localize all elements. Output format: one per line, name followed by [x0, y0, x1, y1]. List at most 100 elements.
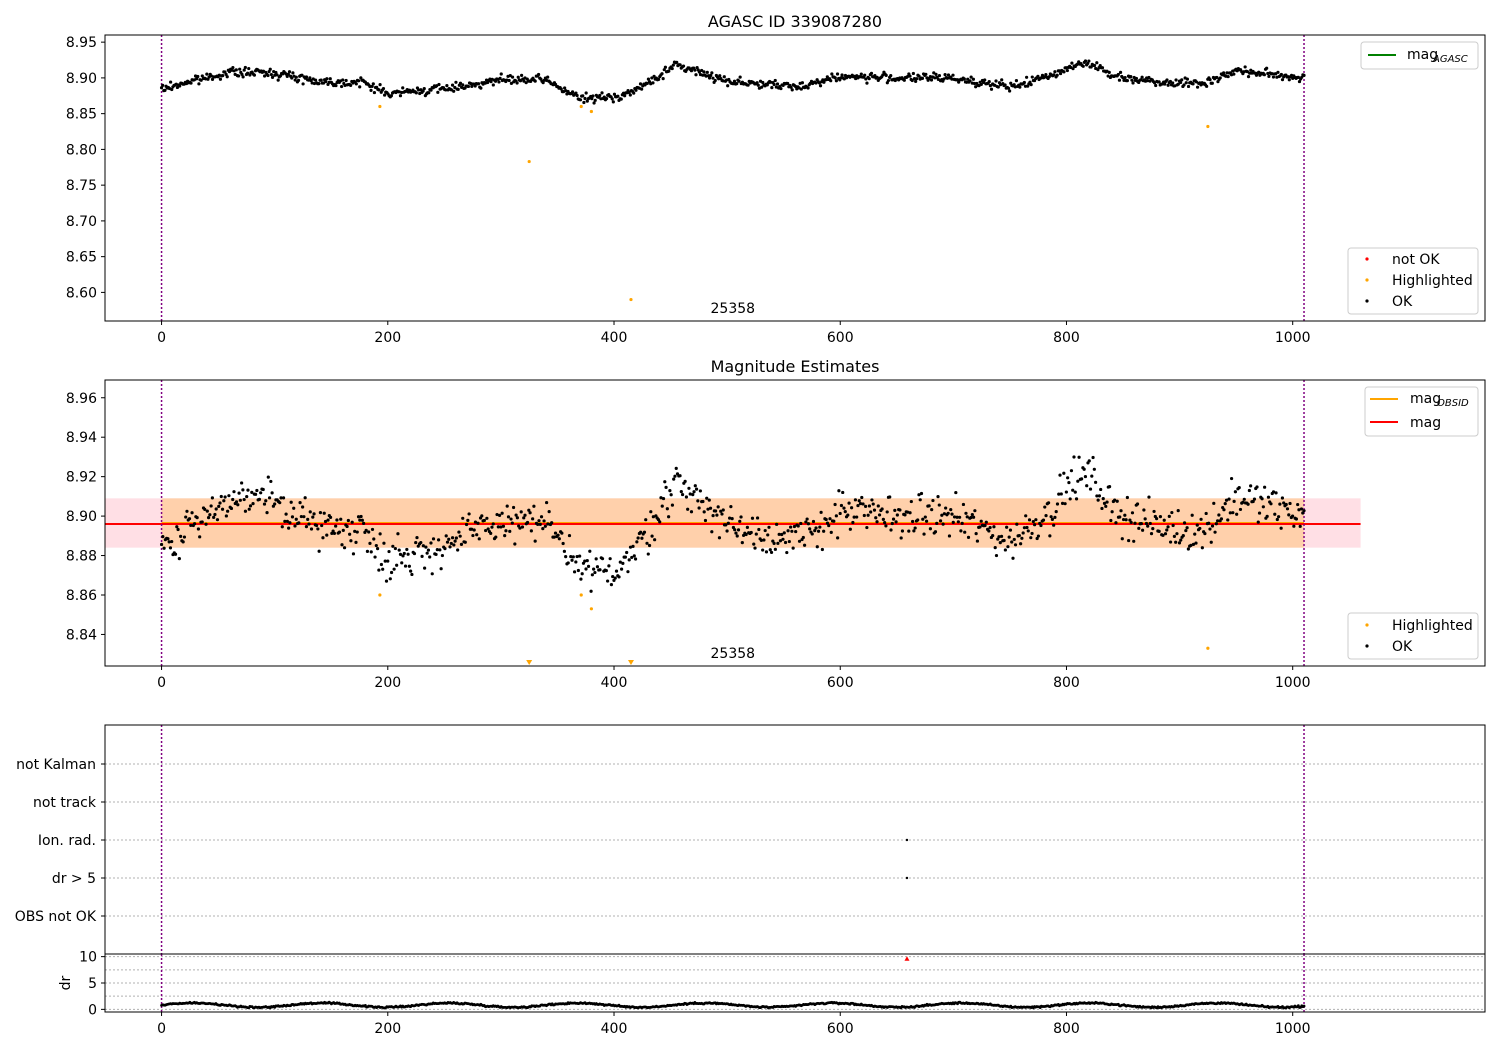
data-point-ok [1275, 517, 1279, 522]
data-point-ok [1255, 485, 1259, 489]
data-point-ok [523, 513, 527, 517]
data-point-ok [1297, 79, 1302, 84]
data-point-ok [355, 530, 359, 534]
data-point-ok [915, 77, 919, 81]
data-point-ok [592, 567, 596, 571]
data-point-ok [518, 79, 523, 83]
x-tick-label: 400 [601, 1021, 628, 1037]
data-point-ok [665, 507, 669, 511]
data-point-ok [578, 98, 583, 102]
data-point-ok [1162, 518, 1166, 522]
data-point-ok [772, 82, 776, 87]
data-point-ok [1000, 78, 1004, 82]
data-point-ok [290, 76, 294, 80]
data-point-ok [326, 518, 330, 522]
data-point-ok [461, 516, 465, 520]
data-point-ok [735, 82, 739, 86]
data-point-ok [1083, 59, 1088, 63]
data-point-ok [1209, 540, 1213, 544]
data-point-ok [443, 547, 447, 551]
data-point-ok [886, 78, 891, 83]
data-point-ok [1274, 491, 1278, 495]
data-point-ok [634, 88, 638, 92]
data-point-ok [944, 506, 948, 510]
data-point-ok [834, 79, 838, 83]
data-point-ok [392, 567, 396, 571]
data-point-ok [611, 100, 615, 104]
data-point-ok [1062, 471, 1066, 475]
x-tick-label: 400 [601, 675, 628, 691]
data-point-ok [482, 518, 486, 523]
flag-category-label: not track [33, 795, 97, 811]
data-point-ok [914, 79, 918, 83]
data-point-ok [613, 576, 617, 580]
data-point-ok [463, 540, 467, 544]
data-point-ok [875, 520, 879, 524]
data-point-ok [241, 75, 245, 79]
data-point-ok [1176, 509, 1180, 513]
data-point-ok [550, 521, 554, 525]
data-point-ok [1121, 76, 1125, 80]
data-point-ok [912, 77, 917, 81]
data-point-ok [776, 541, 780, 545]
data-point-ok [848, 527, 852, 531]
data-point-ok [749, 530, 753, 535]
data-point-ok [1233, 490, 1237, 494]
data-point-ok [464, 522, 469, 527]
data-point-ok [1077, 455, 1081, 459]
data-point-ok [539, 515, 544, 519]
data-point-ok [943, 73, 947, 77]
data-point-ok [1273, 512, 1277, 516]
legend-frame [1347, 247, 1479, 315]
data-point-ok [734, 531, 738, 535]
data-point-ok [381, 86, 386, 91]
data-point-ok [1114, 521, 1118, 525]
data-point-ok [1287, 513, 1291, 517]
data-point-ok [1229, 476, 1234, 481]
data-point-ok [371, 82, 375, 86]
data-point-ok [684, 495, 689, 499]
data-point-ok [857, 499, 861, 503]
data-point-ok [570, 558, 574, 562]
data-point-ok [951, 520, 955, 525]
data-point-ok [339, 84, 344, 89]
data-point-ok [1100, 506, 1104, 511]
panel-mag-estimates: Magnitude Estimates 8.84 8.86 8.88 8.90 8.92… [66, 357, 1486, 691]
data-point-ok [378, 83, 382, 87]
data-point-ok [583, 559, 587, 563]
data-point-ok [238, 67, 242, 71]
data-point-ok [912, 529, 916, 533]
data-point-ok [563, 86, 567, 90]
data-point-ok [542, 519, 546, 523]
data-point-ok [340, 543, 344, 547]
data-point-ok [1072, 455, 1076, 459]
data-point-ok [585, 559, 589, 563]
data-point-ok [1044, 514, 1048, 518]
data-point-ok [253, 492, 258, 496]
data-point-ok [1041, 518, 1046, 522]
data-point-ok [971, 77, 975, 81]
data-point-ok [1251, 499, 1255, 504]
data-point-ok [252, 73, 257, 77]
data-point-ok [872, 508, 877, 512]
data-point-ok [203, 507, 207, 512]
data-point-ok [1055, 73, 1059, 77]
data-point-ok [860, 495, 864, 500]
data-point-ok [791, 546, 795, 550]
data-point-ok [871, 502, 875, 506]
data-point-ok [557, 537, 561, 541]
data-point-ok [167, 540, 171, 544]
data-point-ok [628, 93, 632, 97]
data-point-ok [619, 97, 623, 101]
data-point-ok [1287, 78, 1291, 82]
data-point-ok [691, 492, 695, 497]
data-point-ok [450, 83, 455, 87]
data-point-ok [966, 535, 971, 539]
data-point-ok [444, 534, 448, 538]
x-tick-label: 0 [157, 330, 166, 346]
data-point-ok [900, 529, 905, 533]
data-point-ok [1116, 72, 1120, 77]
data-point-ok [267, 496, 272, 500]
data-point-ok [710, 71, 714, 75]
data-point-ok [1285, 507, 1290, 511]
